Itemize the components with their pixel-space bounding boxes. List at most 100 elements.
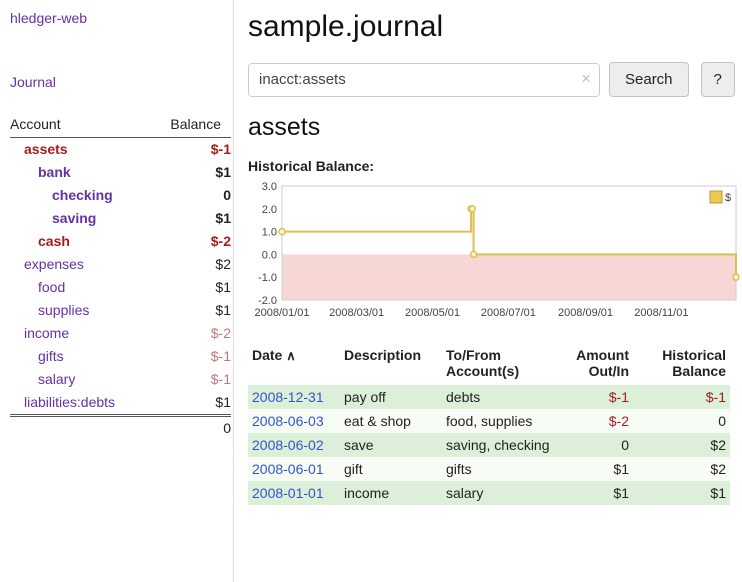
accounts-total: 0 <box>150 414 231 440</box>
transaction-balance: 0 <box>718 413 726 429</box>
transaction-date-link[interactable]: 2008-06-03 <box>252 413 324 429</box>
account-balance: 0 <box>223 187 231 203</box>
search-box: × <box>248 62 600 97</box>
sort-ascending-icon: ∧ <box>286 348 296 363</box>
x-tick-label: 2008/09/01 <box>558 307 613 319</box>
clear-search-icon[interactable]: × <box>581 68 591 88</box>
account-link-checking[interactable]: checking <box>52 187 113 203</box>
register-row: 2008-01-01 income salary $1 $1 <box>248 481 730 505</box>
legend-swatch <box>709 190 723 204</box>
y-tick-label: -2.0 <box>258 295 277 307</box>
x-tick-label: 2008/03/01 <box>329 307 384 319</box>
account-balance: $-2 <box>210 325 231 341</box>
x-tick-label: 2008/11/01 <box>634 307 688 319</box>
sidebar-nav: Journal <box>10 74 233 92</box>
transaction-date-link[interactable]: 2008-01-01 <box>252 485 324 501</box>
account-link-food[interactable]: food <box>38 279 66 295</box>
account-link-gifts[interactable]: gifts <box>38 348 64 364</box>
accounts-column-header: To/From Account(s) <box>446 347 520 379</box>
account-balance: $1 <box>215 210 231 226</box>
transaction-description: eat & shop <box>344 413 411 429</box>
transaction-amount: 0 <box>621 437 629 453</box>
transaction-date-link[interactable]: 2008-12-31 <box>252 389 324 405</box>
account-row: checking 0 <box>10 184 231 207</box>
transaction-date-link[interactable]: 2008-06-02 <box>252 437 324 453</box>
x-tick-label: 2008/01/01 <box>254 307 309 319</box>
account-row: expenses $2 <box>10 253 231 276</box>
help-button[interactable]: ? <box>700 62 735 97</box>
data-point <box>469 250 478 259</box>
plot-border <box>281 185 737 301</box>
account-link-salary[interactable]: salary <box>38 371 76 387</box>
search-input[interactable] <box>248 62 600 97</box>
account-balance: $1 <box>215 164 231 180</box>
data-point <box>732 273 740 281</box>
account-link-supplies[interactable]: supplies <box>38 302 90 318</box>
y-tick-label: 2.0 <box>262 204 277 216</box>
transaction-balance: $2 <box>710 461 726 477</box>
transaction-amount: $-1 <box>608 389 629 405</box>
register-header-row: Date ∧ Description To/From Account(s) Am… <box>248 343 730 385</box>
account-link-expenses[interactable]: expenses <box>24 256 84 272</box>
date-column-header[interactable]: Date ∧ <box>248 343 340 385</box>
accounts-col-account: Account <box>10 114 151 138</box>
account-row: cash $-2 <box>10 230 231 253</box>
x-tick-label: 2008/05/01 <box>405 307 460 319</box>
account-row: bank $1 <box>10 161 231 184</box>
app-title-link[interactable]: hledger-web <box>10 10 88 26</box>
journal-link[interactable]: Journal <box>10 74 56 90</box>
x-tick-label: 2008/07/01 <box>481 307 536 319</box>
accounts-total-row: 0 <box>10 414 231 440</box>
transaction-balance: $1 <box>710 485 726 501</box>
account-link-income[interactable]: income <box>24 325 70 341</box>
account-link-assets[interactable]: assets <box>24 141 68 157</box>
account-balance: $-2 <box>210 233 231 249</box>
register-row: 2008-06-02 save saving, checking 0 $2 <box>248 433 730 457</box>
account-link-bank[interactable]: bank <box>38 164 71 180</box>
account-balance: $-1 <box>210 141 231 157</box>
transaction-accounts: saving, checking <box>446 437 550 453</box>
data-point <box>278 227 286 236</box>
legend-label: $ <box>725 192 731 204</box>
accounts-table: Account Balance assets $-1 bank $1 check… <box>10 114 231 440</box>
transaction-amount: $-2 <box>608 413 629 429</box>
transaction-description: income <box>344 485 390 501</box>
transaction-accounts: food, supplies <box>446 413 533 429</box>
account-link-saving[interactable]: saving <box>52 210 97 226</box>
transaction-accounts: salary <box>446 485 484 501</box>
transaction-balance: $-1 <box>705 389 726 405</box>
account-balance: $-1 <box>210 371 231 387</box>
negative-region <box>282 254 736 300</box>
chart-title: Historical Balance: <box>248 158 375 174</box>
accounts-header-row: Account Balance <box>10 114 231 138</box>
date-column-label: Date <box>252 347 283 363</box>
account-balance: $1 <box>215 394 231 410</box>
account-balance: $1 <box>215 302 231 318</box>
transaction-description: pay off <box>344 389 386 405</box>
transaction-description: gift <box>344 461 363 477</box>
register-row: 2008-06-01 gift gifts $1 $2 <box>248 457 730 481</box>
register-row: 2008-12-31 pay off debts $-1 $-1 <box>248 385 730 409</box>
account-row: salary $-1 <box>10 368 231 391</box>
amount-column-header: Amount Out/In <box>576 347 629 379</box>
transaction-amount: $1 <box>613 461 629 477</box>
search-form: × Search ? <box>248 62 742 97</box>
balance-column-header: Historical Balance <box>662 347 726 379</box>
historical-balance-chart: 3.0 2.0 1.0 0.0 -1.0 -2.0 2008/01/01 2008/03/01… <box>248 178 742 333</box>
account-row: food $1 <box>10 276 231 299</box>
page-title: sample.journal <box>248 10 444 43</box>
description-column-header: Description <box>344 347 422 363</box>
account-link-cash[interactable]: cash <box>38 233 70 249</box>
transaction-description: save <box>344 437 374 453</box>
transaction-date-link[interactable]: 2008-06-01 <box>252 461 324 477</box>
y-tick-label: -1.0 <box>258 272 277 284</box>
account-row: supplies $1 <box>10 299 231 322</box>
y-tick-label: 1.0 <box>262 227 277 239</box>
account-balance: $1 <box>215 279 231 295</box>
account-row: saving $1 <box>10 207 231 230</box>
data-point <box>468 205 477 213</box>
account-balance: $2 <box>215 256 231 272</box>
account-link-liabilities-debts[interactable]: liabilities:debts <box>24 394 116 410</box>
search-button[interactable]: Search <box>609 62 689 97</box>
account-row: liabilities:debts $1 <box>10 391 231 416</box>
